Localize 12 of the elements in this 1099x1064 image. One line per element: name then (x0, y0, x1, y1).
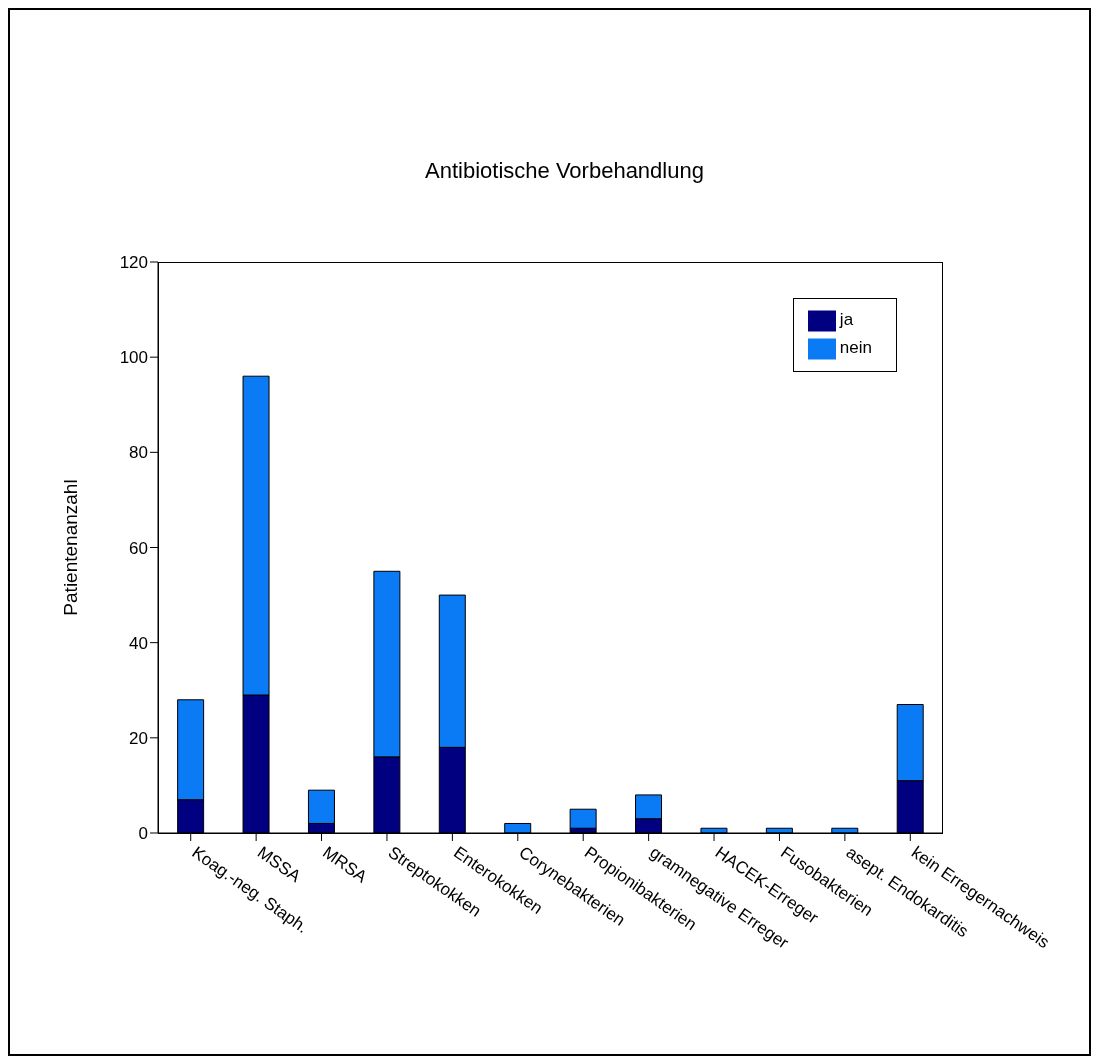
legend-label: ja (839, 310, 854, 330)
bar (569, 808, 597, 829)
y-tick-label: 80 (129, 443, 148, 463)
y-tick-label: 20 (129, 728, 148, 748)
y-tick-label: 60 (129, 538, 148, 558)
y-tick-label: 40 (129, 633, 148, 653)
y-tick-label: 100 (119, 348, 148, 368)
legend-label: nein (839, 338, 872, 358)
y-tick-label: 0 (138, 824, 148, 844)
chart-title: Antibiotische Vorbehandlung (424, 158, 705, 184)
y-axis-title: Patientenanzahl (59, 479, 81, 616)
y-tick-label: 120 (119, 253, 148, 273)
